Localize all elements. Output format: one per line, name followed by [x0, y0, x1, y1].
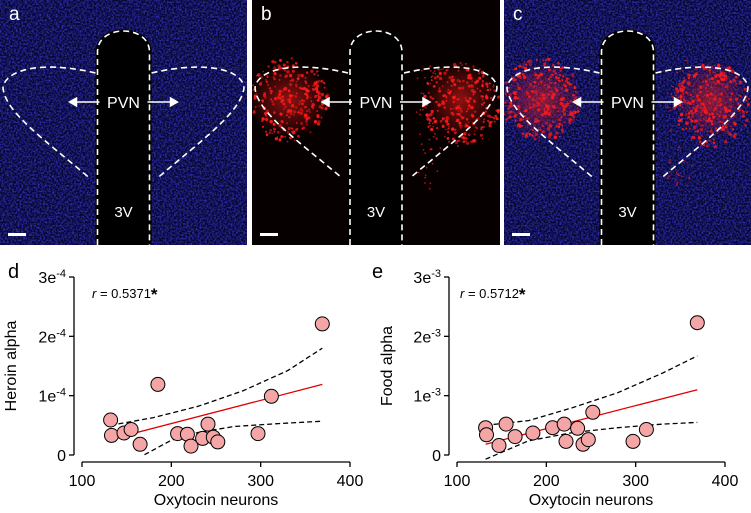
x-tick-label: 300 [247, 473, 274, 490]
ventricle-outline [600, 30, 655, 245]
ventricle-outline [349, 30, 403, 245]
data-point [104, 427, 119, 443]
data-point [200, 416, 216, 432]
data-point [585, 404, 601, 420]
third-ventricle [348, 29, 404, 245]
ventricle-outline [96, 30, 151, 245]
y-axis-label: Food alpha [379, 326, 396, 406]
scatter-plot-d: d 0 1e-4 2e-4 3e-4 100 200 300 400 Oxytocin neuro… [3, 261, 363, 509]
data-point [689, 315, 705, 331]
data-point [507, 429, 523, 445]
ci-upper-line [110, 347, 323, 426]
pvn-outline-left [254, 66, 349, 179]
panel-letter: e [372, 261, 383, 283]
x-tick-label: 100 [69, 473, 96, 490]
ventricle-label: 3V [618, 204, 636, 221]
y-axis-label: Heroin alpha [3, 321, 20, 412]
data-point [491, 438, 507, 453]
data-point [525, 425, 541, 441]
panel-letter: c [513, 4, 523, 25]
scale-bar [512, 233, 530, 236]
x-tick-label: 400 [712, 473, 739, 490]
y-tick-label: 2e-3 [413, 327, 441, 346]
pvn-arrows [67, 96, 180, 108]
x-tick-label: 200 [158, 473, 185, 490]
y-tick-label: 1e-3 [413, 387, 441, 406]
data-point [150, 376, 166, 392]
panel-letter: b [261, 4, 272, 25]
pvn-arrows [571, 96, 684, 108]
pvn-outline-right [655, 66, 749, 179]
ci-lower-line [144, 420, 323, 456]
plot-area [478, 315, 705, 460]
pvn-outline-right [403, 66, 498, 179]
micrograph-c: PVN 3V c [504, 0, 751, 245]
correlation-label: r = 0.5371* [92, 285, 158, 304]
data-point [250, 426, 266, 442]
ci-lower-line [485, 421, 698, 460]
data-point [570, 420, 586, 436]
neuron-cluster-right [423, 60, 498, 140]
x-tick-label: 200 [533, 473, 560, 490]
data-point [314, 316, 330, 332]
data-point [210, 434, 226, 450]
correlation-label: r = 0.5712* [460, 285, 526, 304]
x-axis-label: Oxytocin neurons [154, 492, 279, 509]
pvn-outline-right [151, 66, 245, 179]
y-tick-label: 0 [57, 448, 66, 465]
y-tick-label: 1e-4 [38, 387, 66, 406]
data-point [183, 438, 199, 454]
data-point [498, 416, 514, 432]
micrograph-a: PVN 3V a [0, 0, 247, 245]
data-point [558, 433, 574, 449]
pvn-outline-left [506, 66, 600, 179]
data-point [263, 388, 279, 404]
pvn-outline-left [2, 66, 96, 179]
data-point [625, 433, 641, 449]
data-point [556, 416, 572, 432]
y-tick-label: 0 [432, 448, 441, 465]
pvn-label: PVN [360, 95, 393, 112]
x-tick-label: 300 [622, 473, 649, 490]
scatter-plot-e: e 0 1e-3 2e-3 3e-3 100 200 300 400 Oxytocin neuro… [372, 261, 738, 509]
x-tick-label: 100 [444, 473, 471, 490]
scale-bar [8, 233, 26, 236]
scale-bar [260, 233, 278, 236]
ventricle-label: 3V [367, 204, 385, 221]
ventricle-label: 3V [114, 204, 132, 221]
x-axis-label: Oxytocin neurons [529, 492, 654, 509]
pvn-label: PVN [611, 95, 644, 112]
micrograph-b: PVN 3V b [252, 0, 500, 245]
ci-upper-line [485, 355, 698, 426]
data-point [132, 436, 148, 452]
data-point [123, 422, 139, 437]
regression-line [110, 383, 323, 440]
y-tick-label: 2e-4 [38, 327, 66, 346]
third-ventricle [599, 29, 656, 245]
pvn-arrows [320, 96, 432, 108]
data-point [580, 432, 596, 448]
data-point [638, 422, 654, 437]
x-tick-label: 400 [337, 473, 364, 490]
data-point [103, 412, 119, 428]
third-ventricle [95, 29, 152, 245]
data-point [479, 427, 494, 443]
panel-letter: d [8, 261, 19, 283]
y-tick-label: 3e-4 [38, 268, 66, 287]
neuron-cluster-right [674, 60, 749, 140]
y-tick-label: 3e-3 [413, 268, 441, 287]
panel-letter: a [9, 4, 20, 25]
plot-area [103, 316, 330, 456]
neuron-cluster-left [252, 62, 332, 138]
pvn-label: PVN [107, 95, 140, 112]
